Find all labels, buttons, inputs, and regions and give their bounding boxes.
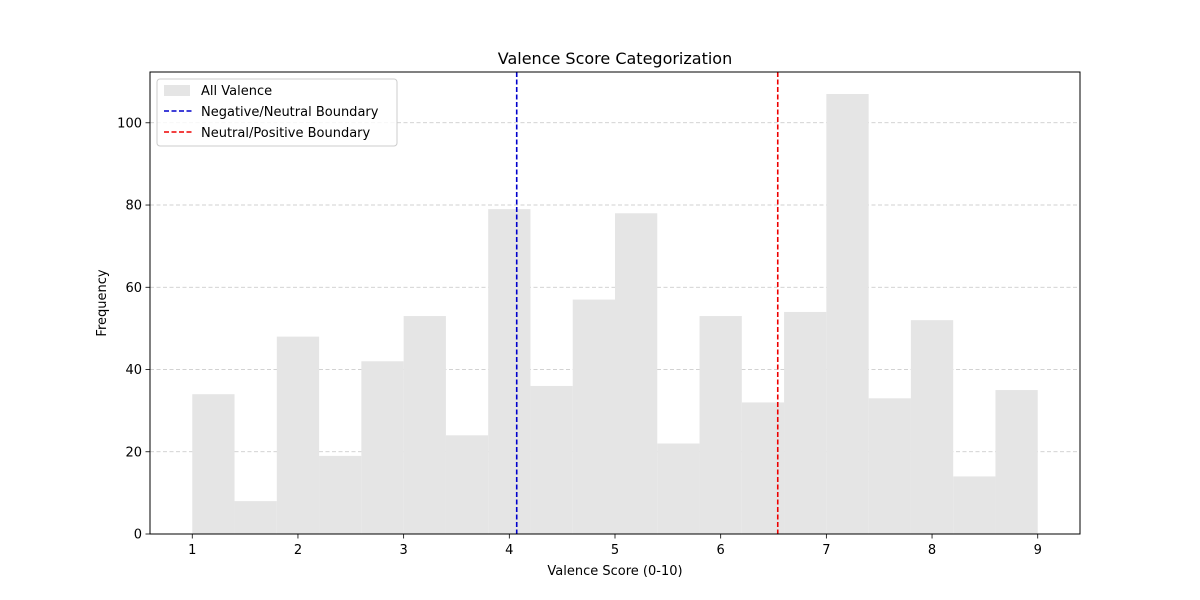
y-axis-label: Frequency — [95, 269, 110, 336]
histogram-bar — [276, 336, 320, 534]
histogram-bar — [445, 435, 489, 534]
y-tick-label: 0 — [134, 528, 142, 543]
histogram-bar — [403, 316, 446, 534]
histogram-bar — [234, 501, 277, 534]
histogram-bar — [572, 299, 615, 534]
x-tick-label: 8 — [928, 543, 936, 558]
legend-box — [156, 78, 398, 147]
x-axis-label: Valence Score (0-10) — [547, 564, 682, 579]
x-tick-label: 3 — [399, 543, 407, 558]
chart-title: Valence Score Categorization — [498, 49, 732, 68]
histogram-bar — [741, 402, 785, 534]
histogram-bar — [910, 320, 954, 534]
legend-label-neutral-positive: Neutral/Positive Boundary — [201, 126, 371, 141]
legend: All Valence Negative/Neutral Boundary Ne… — [156, 78, 398, 147]
y-tick-label: 20 — [125, 445, 142, 460]
histogram-bar — [699, 316, 742, 534]
boundary-lines — [515, 72, 779, 534]
legend-label-negative-neutral: Negative/Neutral Boundary — [201, 105, 379, 120]
histogram-bar — [995, 390, 1038, 534]
histogram-bar — [615, 213, 658, 535]
x-tick-label: 2 — [294, 543, 302, 558]
y-tick-label: 60 — [125, 281, 142, 296]
x-tick-label: 6 — [717, 543, 725, 558]
y-tick-label: 100 — [117, 116, 142, 131]
y-axis-ticks: 0 20 40 60 80 100 — [117, 116, 150, 543]
histogram-bar — [192, 394, 235, 534]
x-tick-label: 5 — [611, 543, 619, 558]
histogram-bar — [361, 361, 404, 534]
histogram-bar — [488, 209, 531, 534]
y-tick-label: 40 — [125, 363, 142, 378]
x-tick-label: 7 — [822, 543, 830, 558]
x-tick-label: 9 — [1034, 543, 1042, 558]
histogram-bar — [953, 476, 996, 534]
x-tick-label: 1 — [188, 543, 196, 558]
histogram-bar — [868, 398, 911, 534]
histogram-bar — [826, 94, 869, 534]
x-tick-label: 4 — [505, 543, 513, 558]
y-tick-label: 80 — [125, 199, 142, 214]
x-axis-ticks: 1 2 3 4 5 6 7 8 9 — [188, 534, 1042, 558]
histogram-bar — [530, 385, 573, 534]
legend-label-all-valence: All Valence — [201, 84, 272, 99]
legend-swatch-all-valence — [164, 85, 190, 96]
histogram-bar — [784, 311, 827, 534]
histogram-bar — [319, 455, 362, 534]
histogram-bars — [192, 94, 1038, 535]
histogram-bar — [657, 443, 700, 534]
